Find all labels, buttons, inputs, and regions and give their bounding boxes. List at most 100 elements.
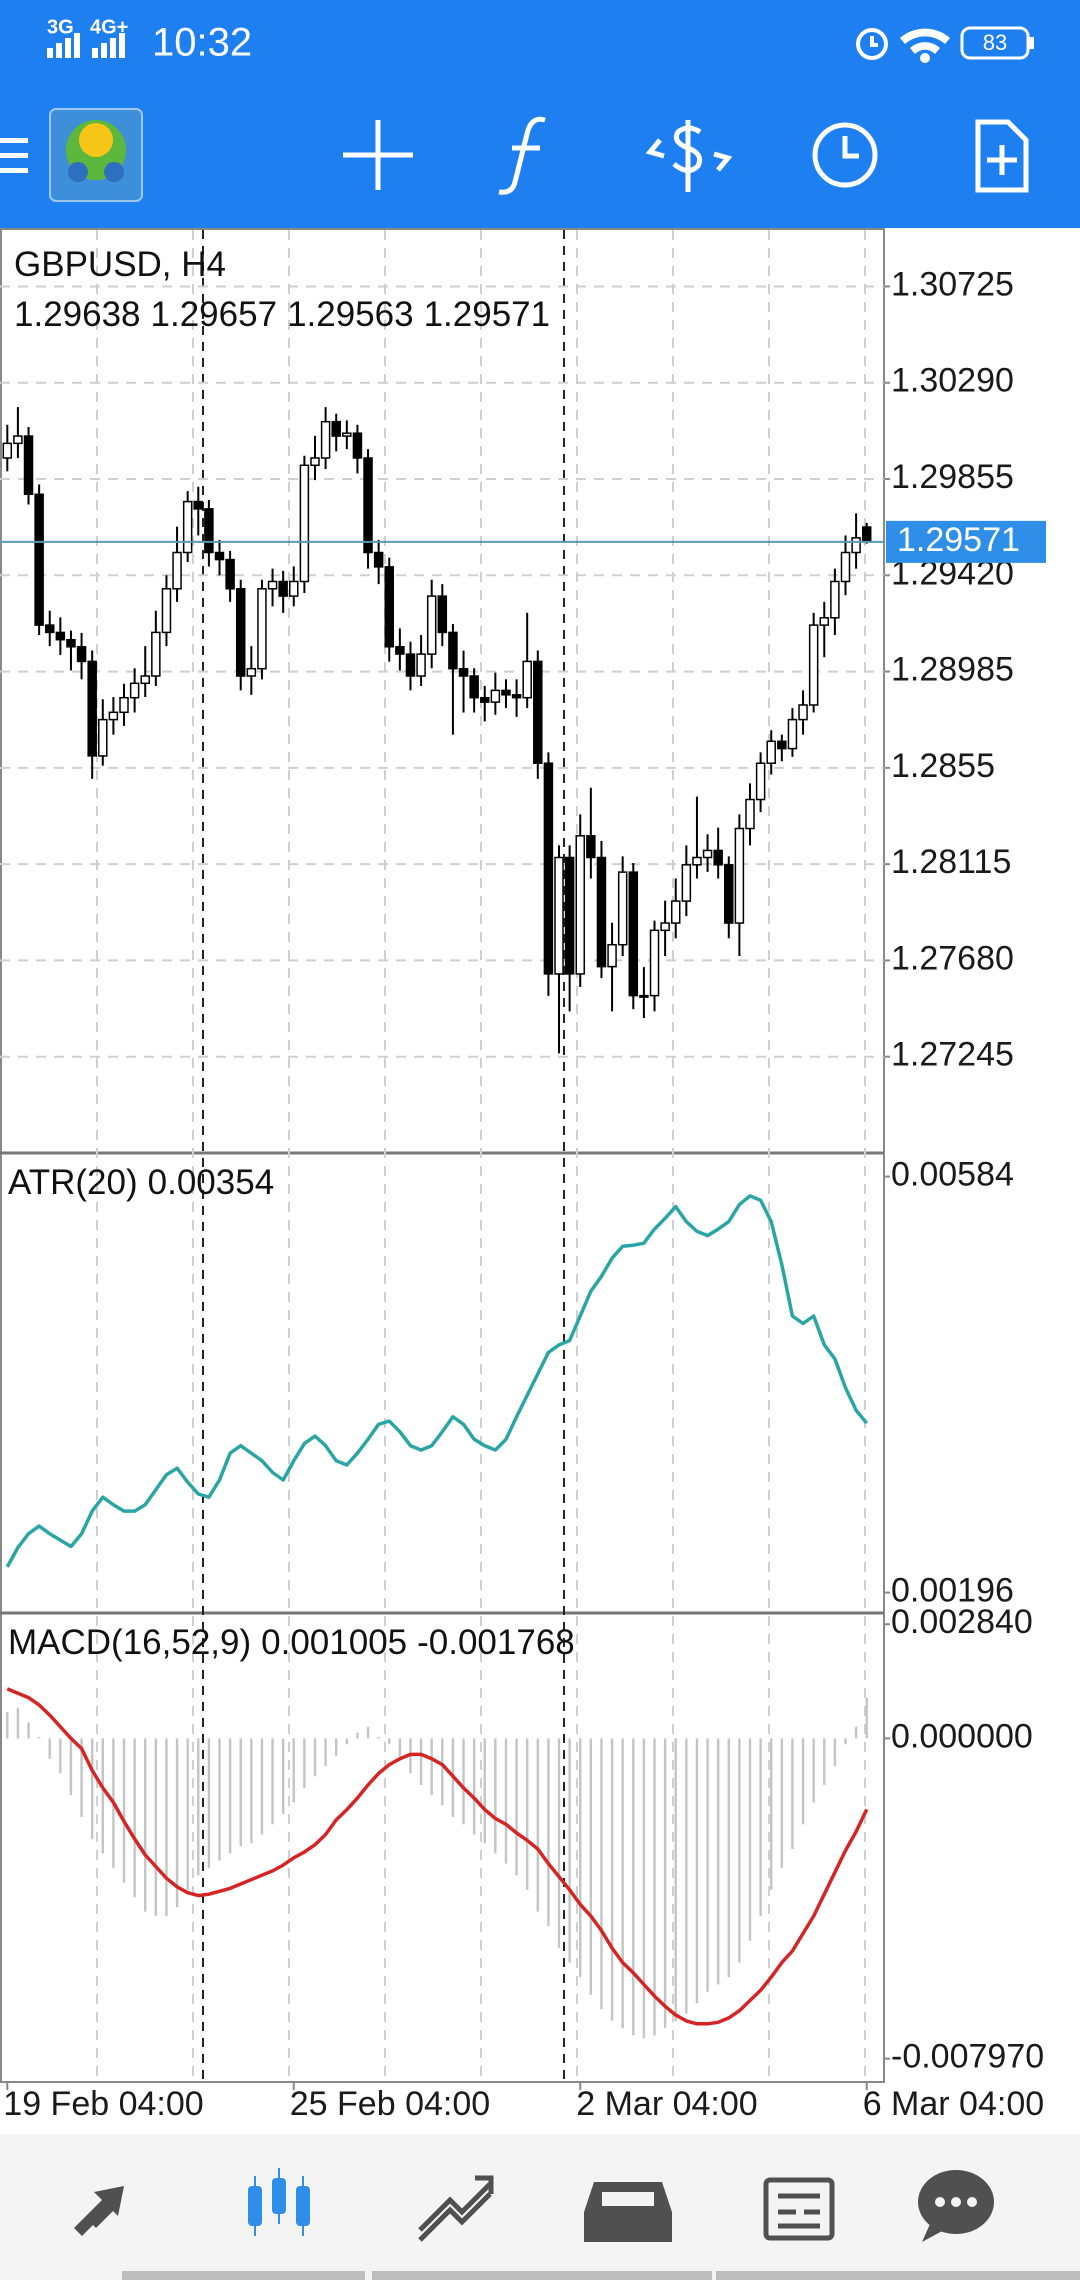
histogram-bar [398, 1738, 402, 1759]
histogram-bar [854, 1726, 858, 1739]
candle-body [501, 689, 511, 696]
candle-body [639, 994, 649, 998]
nav-news[interactable] [763, 2177, 835, 2241]
candle-body [830, 580, 840, 619]
histogram-bar [292, 1738, 295, 1803]
candle-body [713, 849, 723, 866]
histogram-bar [547, 1738, 550, 1927]
scroll-indicator [122, 2271, 1080, 2280]
network-label: 3G [47, 16, 74, 38]
histogram-bar [366, 1726, 370, 1739]
nav-quotes[interactable] [74, 2186, 124, 2236]
app-logo[interactable] [49, 108, 143, 202]
histogram-bar [207, 1738, 211, 1868]
histogram-bar [844, 1738, 847, 1745]
histogram-bar [483, 1738, 486, 1844]
indicators-button[interactable] [498, 116, 546, 195]
candle-body [533, 660, 543, 764]
candle-body [119, 696, 129, 714]
histogram-bar [716, 1738, 720, 1985]
histogram-bar [101, 1738, 104, 1854]
candle-body [670, 900, 681, 924]
histogram-bar [313, 1738, 317, 1777]
y-tick-label: 0.00584 [891, 1156, 1014, 1194]
menu-button[interactable] [0, 138, 28, 173]
candle-body [734, 827, 745, 924]
pane-title-part: 1.29638 [14, 295, 141, 334]
candle-body [267, 580, 278, 590]
histogram-bar [27, 1722, 30, 1739]
histogram-bar [419, 1738, 423, 1785]
new-order-button[interactable] [975, 119, 1029, 193]
network-label: 4G+ [90, 16, 128, 38]
signal-icons [47, 33, 125, 58]
plot-layer [0, 230, 890, 2082]
trade-button[interactable] [645, 120, 733, 192]
candle-body [861, 526, 872, 543]
histogram-bar [303, 1738, 306, 1788]
candle-body [490, 689, 501, 703]
x-tick-label: 2 Mar 04:00 [576, 2085, 757, 2123]
histogram-bar [642, 1738, 646, 2039]
candle-body [819, 617, 830, 626]
y-tick-label: 1.29855 [891, 458, 1014, 496]
histogram-bar [197, 1738, 200, 1876]
histogram-bar [90, 1738, 94, 1839]
nav-chart[interactable] [248, 2168, 310, 2236]
candle-body [416, 653, 426, 677]
histogram-bar [175, 1738, 179, 1908]
battery [960, 26, 1030, 60]
y-tick-label: 1.2855 [891, 747, 995, 785]
histogram-bar [144, 1738, 147, 1912]
pane-title-part: 1.29571 [424, 295, 551, 334]
candle-body [437, 595, 448, 634]
histogram-bar [80, 1738, 83, 1817]
histogram-bar [281, 1738, 285, 1815]
candle-body [384, 566, 395, 648]
histogram-bar [324, 1738, 327, 1767]
candle-body [511, 694, 522, 699]
histogram-bar [653, 1738, 656, 2036]
candle-body [480, 696, 490, 703]
histogram-bar [568, 1738, 571, 1963]
candle-body [564, 856, 575, 975]
candle-body [840, 551, 851, 583]
histogram-bar [260, 1738, 264, 1835]
histogram-bar [674, 1738, 677, 2021]
candle-body [257, 588, 267, 670]
histogram-bar [865, 1697, 868, 1739]
signal-line [6, 1687, 869, 2026]
histogram-bar [165, 1738, 168, 1917]
candle-body [87, 660, 97, 757]
candle-body [617, 871, 628, 946]
candle-body [808, 624, 819, 706]
nav-chat[interactable] [918, 2170, 994, 2242]
histogram-bar [472, 1738, 476, 1835]
histogram-bar [388, 1738, 391, 1745]
candle-body [342, 432, 352, 437]
candle-body [2, 442, 13, 459]
histogram-bar [69, 1738, 73, 1796]
histogram-bar [441, 1738, 444, 1806]
price-label-bg [886, 520, 1046, 563]
crosshair-button[interactable] [343, 120, 413, 190]
histogram-bar [600, 1738, 603, 2010]
nav-history[interactable] [584, 2182, 672, 2242]
pane-title: GBPUSD, H4 [14, 245, 226, 284]
histogram-bar [356, 1732, 359, 1739]
histogram-bar [685, 1738, 688, 2014]
histogram-bar [133, 1738, 136, 1898]
histogram-bar [377, 1736, 380, 1739]
histogram-bar [632, 1738, 635, 2036]
candle-body [278, 580, 288, 597]
histogram-bar [186, 1738, 189, 1890]
candle-body [596, 856, 607, 968]
pane-title-part: 0.00354 [148, 1163, 275, 1202]
histogram-bar [218, 1738, 221, 1861]
candle-body [522, 660, 532, 699]
histogram-bar [462, 1738, 465, 1825]
timeframe-button[interactable] [812, 122, 878, 188]
pane-title-part: 1.29563 [287, 295, 414, 334]
nav-trade[interactable] [418, 2175, 494, 2242]
histogram-bar [515, 1738, 518, 1876]
